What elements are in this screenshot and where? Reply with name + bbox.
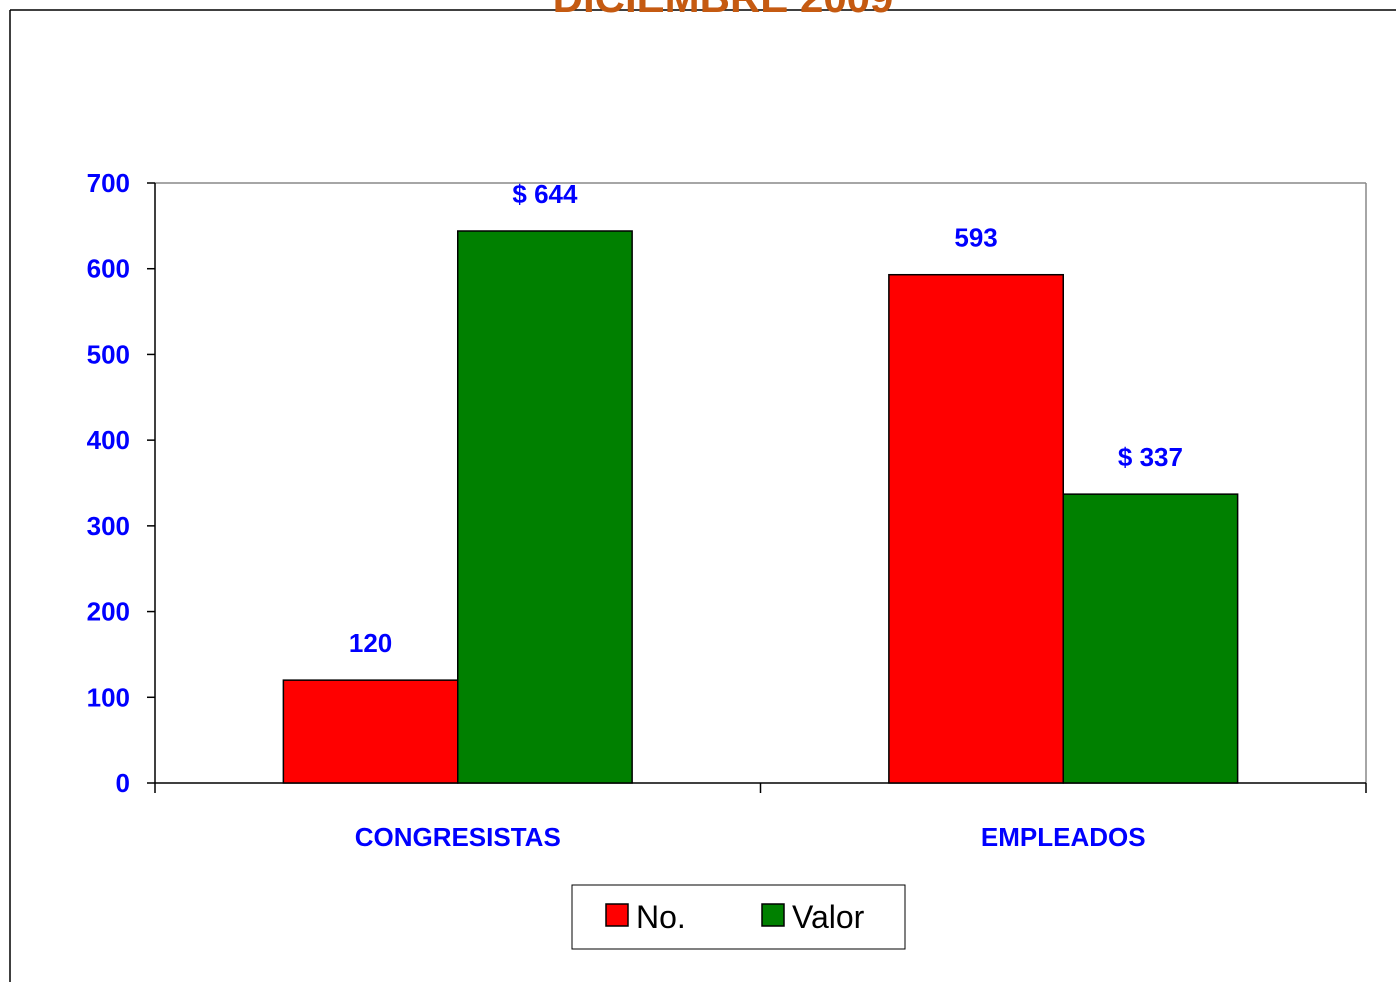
y-tick-label: 100 <box>87 682 130 712</box>
x-tick-label: EMPLEADOS <box>981 822 1146 852</box>
value-label: 120 <box>349 628 392 658</box>
bar <box>1062 493 1239 784</box>
y-tick-label: 500 <box>87 339 130 369</box>
bar <box>888 273 1065 784</box>
y-tick-label: 300 <box>87 511 130 541</box>
y-tick-label: 0 <box>116 768 130 798</box>
legend-label: No. <box>636 899 686 935</box>
bar <box>457 230 633 784</box>
legend-label: Valor <box>792 899 865 935</box>
x-tick-label: CONGRESISTAS <box>355 822 561 852</box>
y-tick-label: 600 <box>87 254 130 284</box>
y-tick-label: 700 <box>87 168 130 198</box>
legend-swatch <box>761 903 785 927</box>
value-label: 593 <box>954 223 997 253</box>
value-label: $ 337 <box>1118 442 1183 472</box>
legend-swatch <box>605 903 629 927</box>
y-tick-label: 200 <box>87 597 130 627</box>
y-tick-label: 400 <box>87 425 130 455</box>
chart-title: DICIEMBRE 2009 <box>553 0 894 21</box>
bar <box>282 679 459 784</box>
value-label: $ 644 <box>512 179 578 209</box>
